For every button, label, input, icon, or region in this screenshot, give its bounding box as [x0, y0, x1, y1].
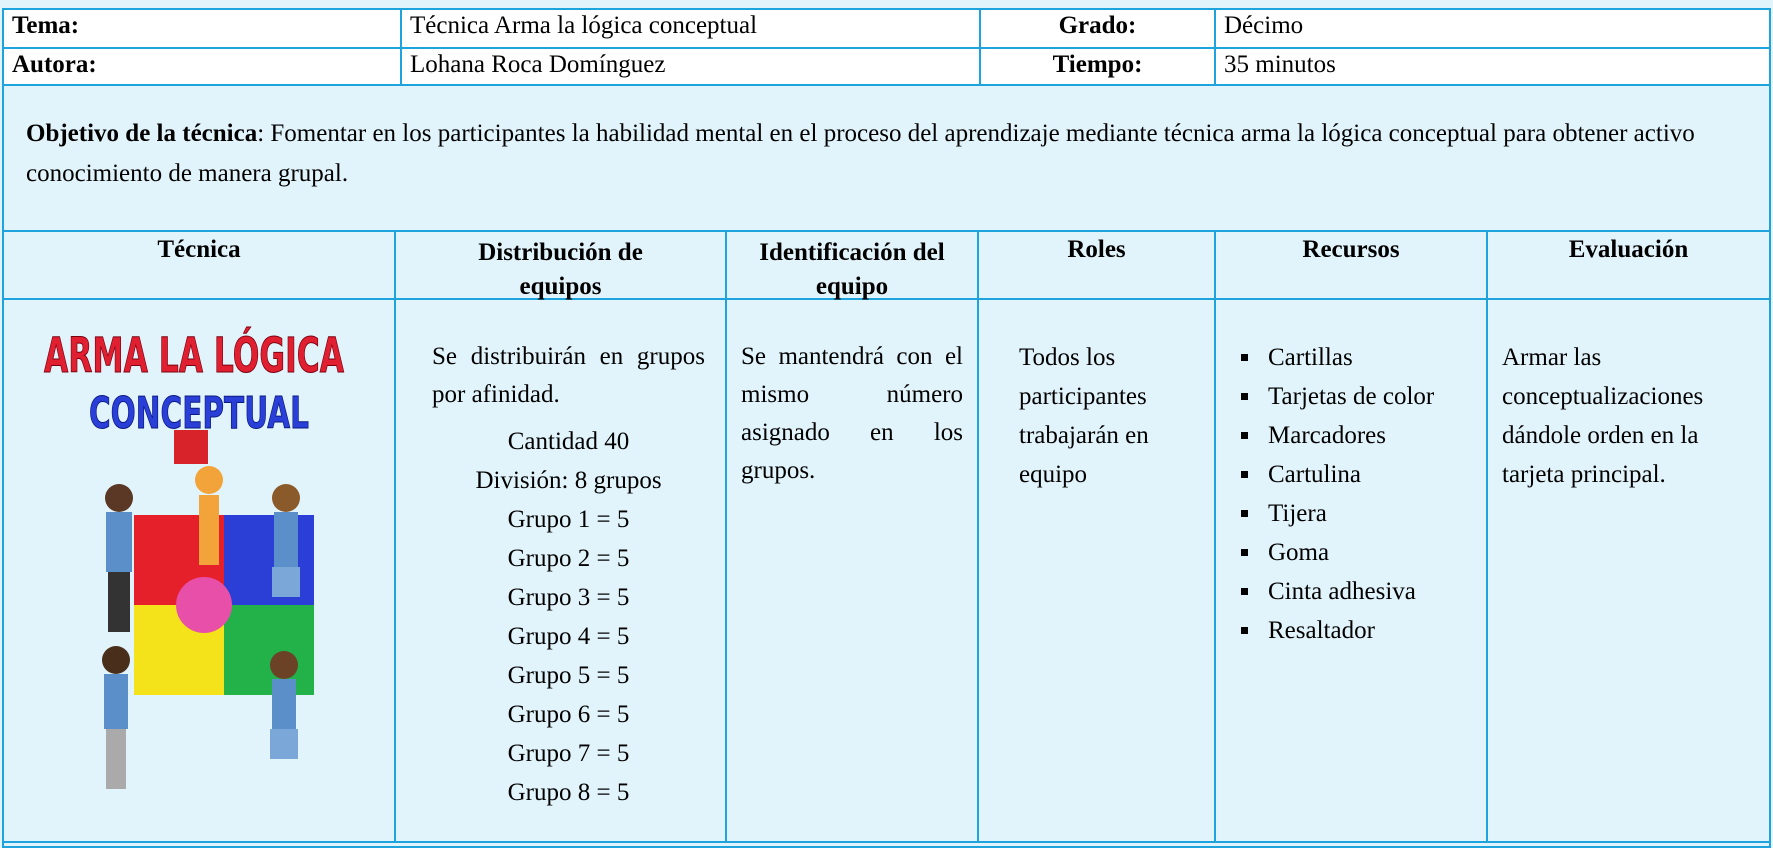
column-header: Roles — [979, 232, 1216, 300]
resource-item: Cartulina — [1262, 455, 1478, 494]
cell: Técnica Arma la lógica conceptual — [402, 10, 981, 49]
resource-item: Tarjetas de color — [1262, 377, 1478, 416]
distribution-line: Grupo 3 = 5 — [507, 584, 630, 611]
resource-item: Tijera — [1262, 494, 1478, 533]
column-header: Distribución de equipos — [396, 232, 727, 300]
resource-item: Goma — [1262, 533, 1478, 572]
cell: Tema: — [4, 10, 402, 49]
cell: Décimo — [1216, 10, 1769, 49]
distribution-cell: Se distribuirán en grupos por afinidad. … — [396, 300, 727, 843]
objective-label: Objetivo de la técnica — [26, 120, 258, 147]
cell: Grado: — [981, 10, 1216, 49]
distribution-line: Cantidad 40 — [507, 428, 630, 455]
resource-item: Marcadores — [1262, 416, 1478, 455]
puzzle-piece — [174, 430, 208, 464]
objective-text: : Fomentar en los participantes la habil… — [26, 120, 1695, 187]
resources-list: CartillasTarjetas de colorMarcadoresCart… — [1226, 338, 1478, 650]
resource-item: Cartillas — [1262, 338, 1478, 377]
roles-cell: Todos los participantes trabajarán en eq… — [979, 300, 1216, 843]
puzzle-green — [224, 605, 314, 695]
cell: 35 minutos — [1216, 49, 1769, 86]
distribution-line: Grupo 7 = 5 — [507, 740, 630, 767]
figure — [199, 495, 219, 565]
figure — [195, 466, 223, 494]
image-title: CONCEPTUAL — [89, 388, 309, 439]
distribution-line: Grupo 8 = 5 — [507, 779, 630, 806]
distribution-line: Grupo 2 = 5 — [507, 545, 630, 572]
distribution-text: Se distribuirán en grupos por afinidad. — [432, 343, 705, 408]
image-cell: ARMA LA LÓGICA CONCEPTUAL — [4, 300, 396, 843]
cell: Autora: — [4, 49, 402, 86]
evaluation-cell: Armar las conceptualizaciones dándole or… — [1488, 300, 1769, 843]
column-header: Técnica — [4, 232, 396, 300]
distribution-line: Grupo 1 = 5 — [507, 506, 630, 533]
distribution-line: Grupo 5 = 5 — [507, 662, 630, 689]
resource-item: Resaltador — [1262, 611, 1478, 650]
objective: Objetivo de la técnica: Fomentar en los … — [4, 86, 1769, 232]
cell: Tiempo: — [981, 49, 1216, 86]
distribution-lines: Cantidad 40 División: 8 grupos Grupo 1 = 5… — [432, 422, 705, 812]
distribution-line: División: 8 grupos — [475, 467, 662, 494]
column-header: Identificación del equipo — [727, 232, 979, 300]
puzzle-pile — [176, 577, 232, 633]
image-title: ARMA LA LÓGICA — [44, 327, 344, 384]
column-header: Recursos — [1216, 232, 1488, 300]
cell: Lohana Roca Domínguez — [402, 49, 981, 86]
puzzle-blue — [224, 515, 314, 605]
children — [102, 484, 300, 789]
distribution-line: Grupo 4 = 5 — [507, 623, 630, 650]
identification-cell: Se mantendrá con el mismo número asignad… — [727, 300, 979, 843]
illustration: ARMA LA LÓGICA CONCEPTUAL — [44, 327, 345, 789]
resource-item: Cinta adhesiva — [1262, 572, 1478, 611]
resources-cell: CartillasTarjetas de colorMarcadoresCart… — [1216, 300, 1488, 843]
distribution-line: Grupo 6 = 5 — [507, 701, 630, 728]
column-header: Evaluación — [1488, 232, 1769, 300]
